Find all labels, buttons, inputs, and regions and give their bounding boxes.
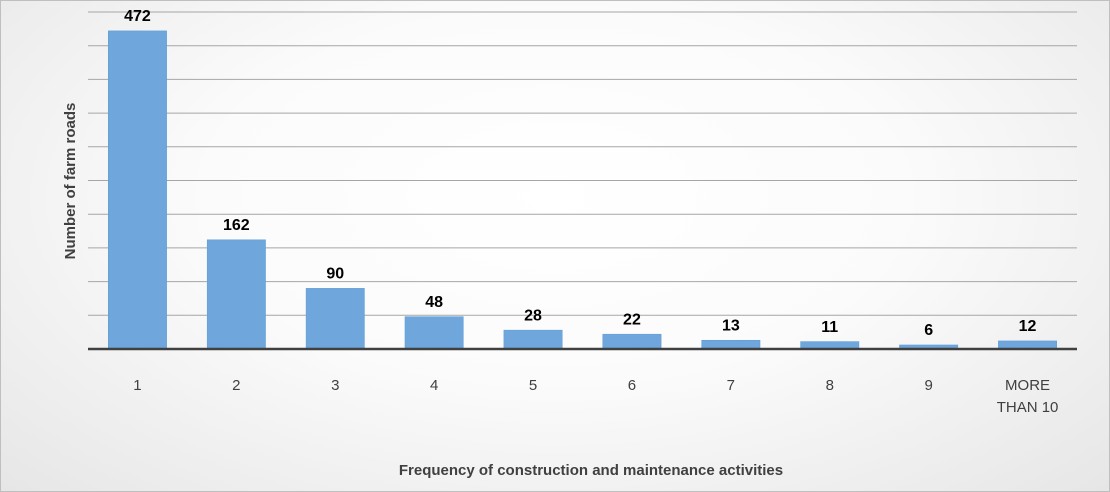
value-label: 48 (425, 294, 443, 311)
bar (701, 339, 761, 350)
bar (404, 316, 464, 350)
x-tick-label: 2 (232, 377, 241, 394)
value-label: 6 (924, 322, 933, 339)
x-tick-label: 8 (825, 377, 834, 394)
x-tick-label: 1 (133, 377, 142, 394)
value-label: 22 (623, 311, 641, 328)
bar (206, 239, 266, 350)
x-tick-label: 3 (331, 377, 340, 394)
bar (602, 333, 662, 350)
x-tick-label: 6 (627, 377, 637, 394)
y-axis-label: Number of farm roads (62, 103, 79, 260)
x-tick-label: 5 (528, 377, 538, 394)
bar (503, 329, 563, 350)
x-tick-label: 9 (924, 377, 933, 394)
x-axis-label: Frequency of construction and maintenanc… (399, 462, 783, 479)
value-label: 11 (821, 319, 838, 336)
value-label: 12 (1019, 318, 1037, 335)
bar (108, 30, 167, 350)
value-label: 13 (722, 317, 740, 334)
x-tick-label: 7 (726, 377, 736, 394)
x-tick-label: 4 (429, 377, 439, 394)
value-label: 162 (223, 217, 250, 234)
x-tick-label: MORE THAN 10 (996, 377, 1059, 416)
value-label: 90 (326, 266, 344, 283)
value-label: 472 (124, 8, 151, 25)
bar (305, 288, 365, 350)
value-label: 28 (524, 307, 542, 324)
